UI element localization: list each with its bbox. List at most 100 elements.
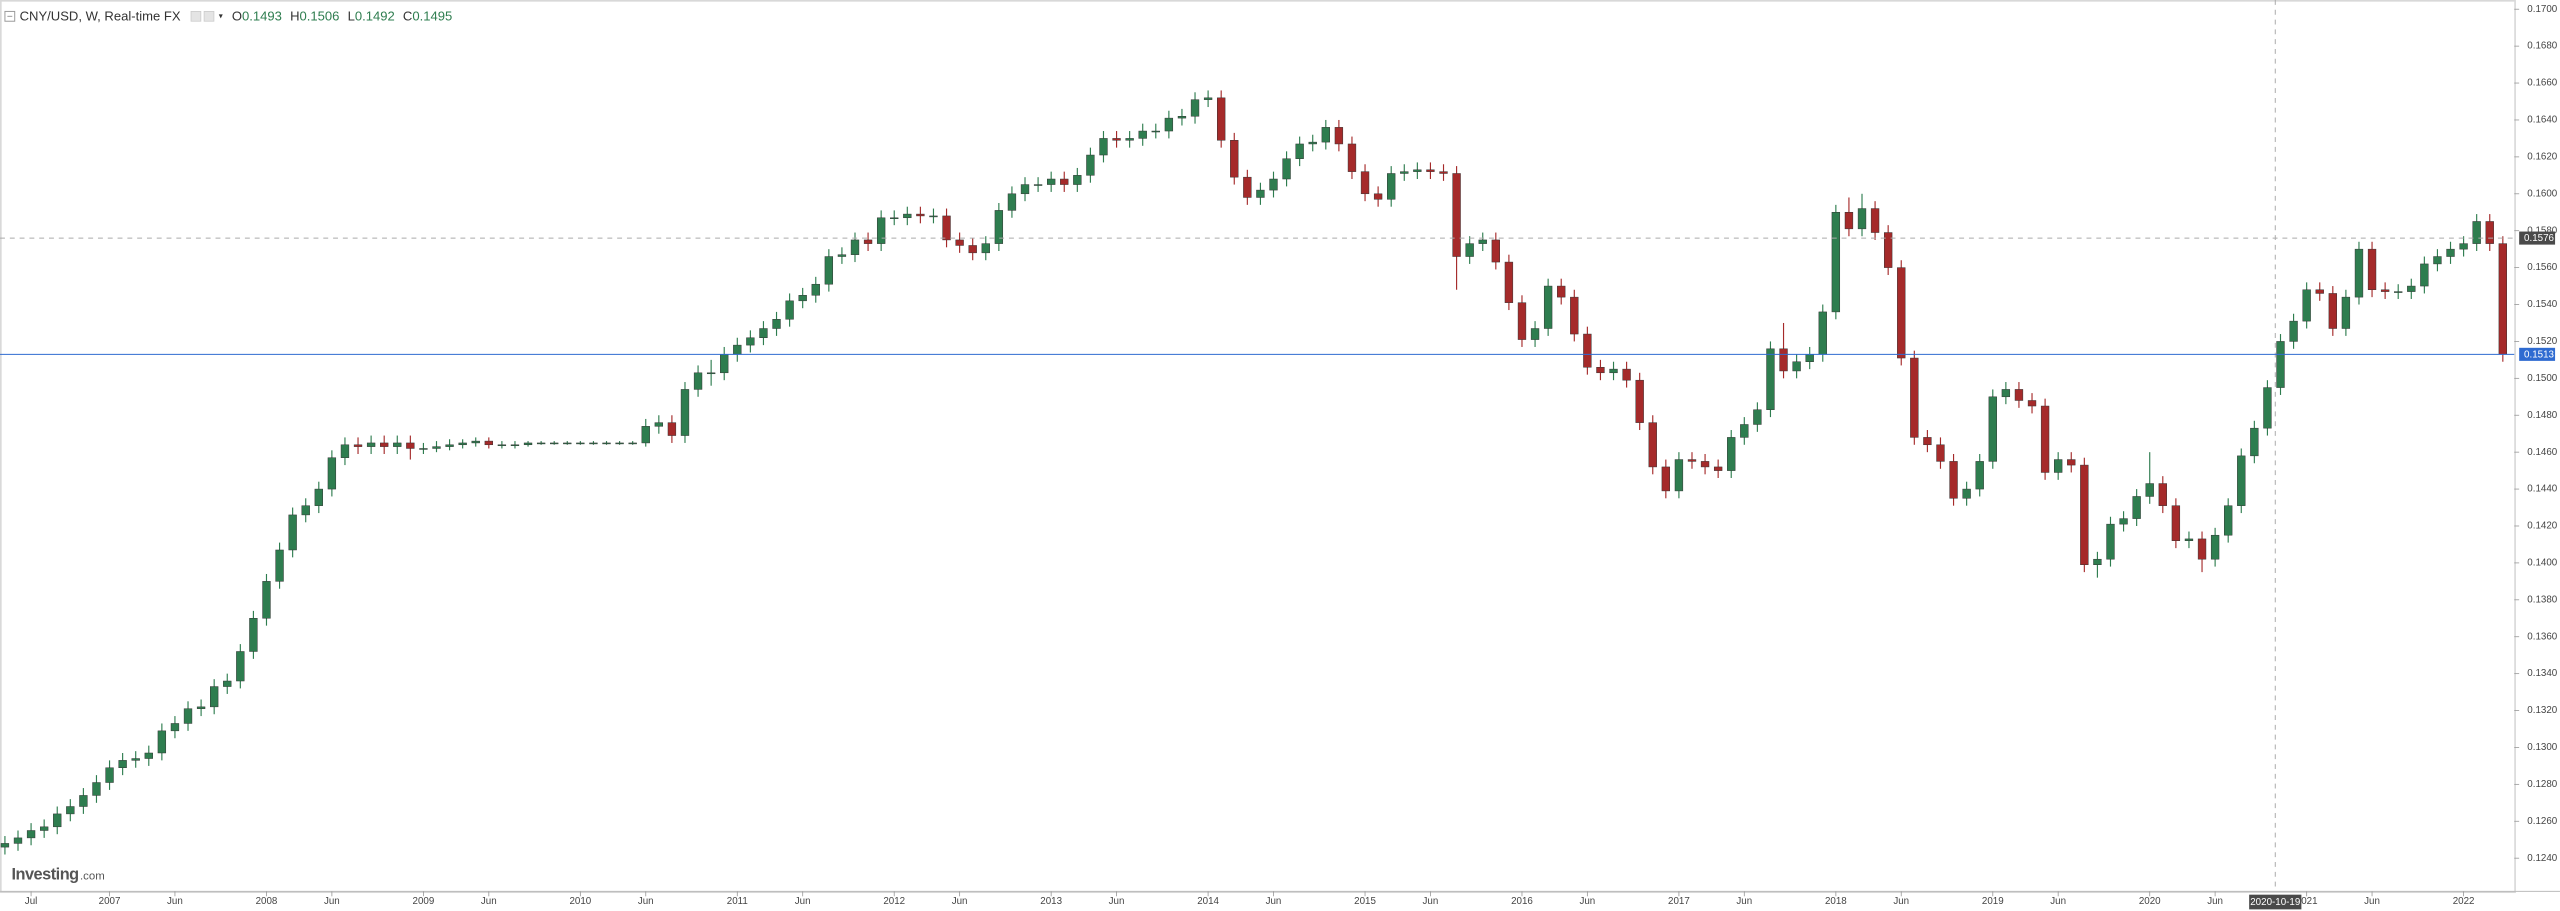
x-tick-label: Jun <box>638 896 654 907</box>
ohlc-label: C <box>403 9 412 24</box>
candle-body <box>26 830 36 839</box>
y-tick-label: 0.1460 <box>2527 447 2557 458</box>
candle-body <box>903 213 912 219</box>
candle-body <box>1190 99 1200 117</box>
crosshair-x-label: 2020-10-19 <box>2250 897 2300 908</box>
dropdown-icon[interactable]: ▾ <box>219 11 223 20</box>
candle-body <box>1373 193 1383 200</box>
candle-body <box>2080 464 2089 565</box>
candle-body <box>1727 437 1736 471</box>
candle-body <box>2119 518 2128 525</box>
candle-body <box>2289 320 2298 342</box>
x-tick-label: 2018 <box>1825 896 1847 907</box>
candle-body <box>1112 138 1121 141</box>
candle-body <box>1713 466 1723 471</box>
y-tick-label: 0.1480 <box>2527 410 2557 421</box>
candle-body <box>1570 296 1579 335</box>
y-tick-label: 0.1300 <box>2527 742 2557 753</box>
candle-body <box>1439 171 1448 174</box>
y-tick-label: 0.1680 <box>2527 41 2557 52</box>
last-price-tag <box>2519 347 2556 361</box>
candle-body <box>66 806 75 815</box>
candle-body <box>641 426 650 444</box>
y-tick-label: 0.1320 <box>2527 705 2557 716</box>
settings-icon[interactable] <box>203 11 215 22</box>
plot-frame <box>0 0 2516 894</box>
candle-body <box>223 680 232 687</box>
candle-body <box>850 239 860 255</box>
candle-body <box>393 442 402 447</box>
candle-body <box>2407 285 2416 292</box>
candle-body <box>2380 289 2390 292</box>
x-tick-label: 2019 <box>1982 896 2004 907</box>
x-tick-label: Jun <box>481 896 497 907</box>
candle-body <box>419 448 428 450</box>
candle-body <box>1661 466 1671 492</box>
y-tick-label: 0.1420 <box>2527 521 2557 532</box>
candle-body <box>576 442 585 445</box>
candle-body <box>2420 263 2429 287</box>
x-tick-label: Jun <box>795 896 811 907</box>
candle-body <box>733 344 742 355</box>
candle-body <box>2093 558 2102 565</box>
candle-body <box>1857 208 1867 230</box>
candle-body <box>1413 169 1422 172</box>
candle-body <box>2459 243 2468 250</box>
candle-body <box>2472 221 2481 244</box>
x-tick-label: 2012 <box>883 896 905 907</box>
candle-body <box>2354 248 2364 298</box>
candle-body <box>1230 140 1239 178</box>
candle-body <box>1818 311 1827 355</box>
candle-body <box>1047 178 1056 185</box>
candle-body <box>1334 127 1344 145</box>
collapse-icon[interactable] <box>4 10 16 22</box>
candle-body <box>1295 143 1304 159</box>
candle-body <box>366 442 376 447</box>
y-tick-label: 0.1540 <box>2527 299 2557 310</box>
candle-body <box>92 782 101 796</box>
candle-body <box>471 440 480 444</box>
candle-body <box>249 618 258 652</box>
candle-body <box>955 239 964 246</box>
candle-body <box>301 505 310 516</box>
candle-body <box>2224 505 2233 536</box>
candle-body <box>1125 138 1134 141</box>
x-tick-label: Jun <box>2050 896 2066 907</box>
candle-body <box>1543 285 1553 329</box>
candle-body <box>1269 178 1278 191</box>
ohlc-label: O <box>232 9 242 24</box>
candle-body <box>2210 534 2220 560</box>
candle-body <box>654 422 663 427</box>
y-tick-label: 0.1660 <box>2527 78 2557 89</box>
settings-icon[interactable] <box>190 11 202 22</box>
candle-body <box>536 442 546 445</box>
y-tick-label: 0.1280 <box>2527 779 2557 790</box>
candle-body <box>432 446 441 449</box>
candle-body <box>1151 130 1160 133</box>
candle-body <box>2027 400 2037 407</box>
x-tick-label: 2022 <box>2453 896 2475 907</box>
candle-body <box>1700 461 1710 468</box>
x-tick-label: 2014 <box>1197 896 1219 907</box>
candle-body <box>144 752 153 759</box>
y-tick-label: 0.1440 <box>2527 484 2557 495</box>
candle-body <box>1073 175 1082 185</box>
candle-body <box>79 795 88 807</box>
x-tick-label: Jul <box>25 896 38 907</box>
y-tick-label: 0.1360 <box>2527 631 2557 642</box>
candle-body <box>2302 289 2311 322</box>
candle-body <box>1949 461 1958 499</box>
candle-body <box>1256 189 1265 198</box>
candle-body <box>1020 184 1030 195</box>
candle-body <box>863 239 873 244</box>
candle-body <box>1557 285 1566 298</box>
candle-body <box>1321 127 1330 143</box>
candle-body <box>837 254 847 257</box>
candle-body <box>2237 455 2246 506</box>
candle-body <box>2446 248 2455 257</box>
candle-body <box>2001 389 2011 398</box>
candle-body <box>131 758 140 761</box>
candle-body <box>2145 483 2154 497</box>
candle-body <box>1203 97 1213 100</box>
candle-body <box>746 337 755 346</box>
